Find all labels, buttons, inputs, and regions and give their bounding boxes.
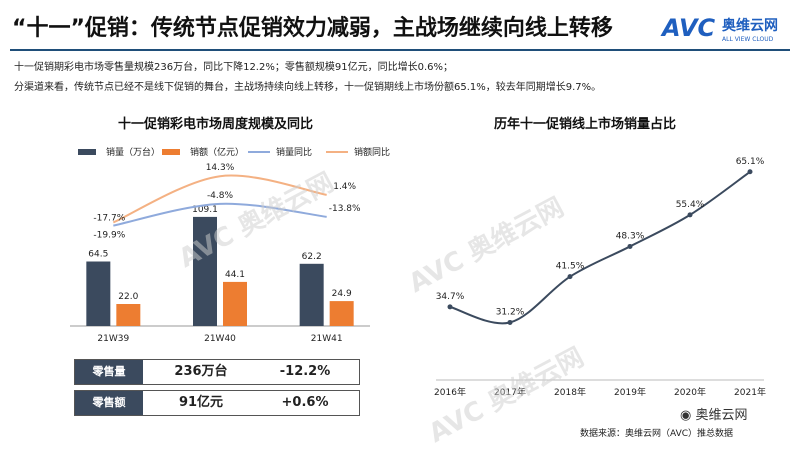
- kpi-value-revenue: 91亿元: [178, 395, 224, 410]
- logo-cn-text: 奥维云网: [722, 17, 778, 34]
- title-rule: [10, 49, 790, 51]
- x-tick-2020年: 2020年: [674, 386, 706, 398]
- line-online-share: [449, 170, 751, 325]
- x-tick-21W39: 21W39: [97, 334, 129, 344]
- kpi-label-revenue: 零售额: [75, 391, 143, 415]
- wechat-icon: ◉: [680, 408, 692, 423]
- line-volume-yoy: [113, 202, 327, 227]
- label-online-share-2021年: 65.1%: [736, 157, 765, 167]
- point-online-share-2020年: [687, 212, 693, 218]
- bar-volume-21W39: [86, 261, 111, 326]
- logo-avc-text: AVC: [660, 14, 716, 42]
- legend-label-revenue-yoy: 销额同比: [354, 148, 391, 158]
- x-tick-21W40: 21W40: [204, 334, 236, 344]
- label-volume-21W41: 62.2: [302, 252, 322, 262]
- right-chart-title: 历年十一促销线上市场销量占比: [494, 117, 677, 132]
- summary-line-1: 十一促销期彩电市场零售量规模236万台，同比下降12.2%；零售额规模91亿元，…: [14, 62, 453, 73]
- point-online-share-2016年: [447, 304, 453, 310]
- label-volume-21W39: 64.5: [88, 250, 108, 260]
- x-tick-2017年: 2017年: [494, 386, 526, 398]
- legend-swatch-volume: [78, 149, 96, 155]
- point-online-share-2017年: [507, 319, 513, 325]
- page-title: “十一”促销：传统节点促销效力减弱，主战场继续向线上转移: [12, 16, 613, 41]
- label-revenue-21W41: 24.9: [332, 289, 352, 299]
- point-online-share-2018年: [567, 274, 573, 280]
- summary-line-2: 分渠道来看，传统节点已经不是线下促销的舞台，主战场持续向线上转移，十一促销期线上…: [14, 82, 602, 93]
- kpi-row-revenue: 零售额 91亿元 +0.6%: [74, 390, 360, 416]
- kpi-change-revenue: +0.6%: [281, 395, 329, 410]
- x-tick-2019年: 2019年: [614, 386, 646, 398]
- data-source: 数据来源：奥维云网（AVC）推总数据: [580, 429, 734, 439]
- legend-label-volume: 销量（万台）: [106, 148, 161, 158]
- legend-label-revenue: 销额（亿元）: [190, 148, 245, 158]
- wechat-account-name: 奥维云网: [695, 408, 748, 423]
- bar-revenue-21W41: [329, 301, 354, 326]
- x-tick-2021年: 2021年: [734, 386, 766, 398]
- weekly-scale-chart: 64.5 22.0 21W39 109.1 44.1 21W40 62.2 24.9 21W41…: [70, 163, 370, 344]
- legend-label-volume-yoy: 销量同比: [276, 148, 313, 158]
- wechat-account: ◉ 奥维云网: [680, 404, 748, 423]
- point-online-share-2021年: [747, 169, 753, 175]
- label-online-share-2019年: 48.3%: [616, 231, 645, 241]
- point-online-share-2019年: [627, 243, 633, 249]
- label-volume-yoy-21W40: -4.8%: [207, 191, 234, 201]
- left-chart-legend: 销量（万台） 销额（亿元） 销量同比 销额同比: [78, 144, 398, 158]
- label-online-share-2016年: 34.7%: [436, 292, 465, 302]
- logo-en-text: ALL VIEW CLOUD: [722, 36, 774, 43]
- label-revenue-21W39: 22.0: [118, 292, 138, 302]
- kpi-value-volume: 236万台: [174, 364, 228, 379]
- label-volume-yoy-21W41: -13.8%: [329, 204, 361, 214]
- label-online-share-2017年: 31.2%: [496, 307, 525, 317]
- label-revenue-yoy-21W39: -17.7%: [93, 213, 125, 223]
- x-tick-2016年: 2016年: [434, 386, 466, 398]
- label-revenue-yoy-21W41: 1.4%: [333, 182, 356, 192]
- label-online-share-2018年: 41.5%: [556, 262, 585, 272]
- legend-swatch-revenue: [162, 149, 180, 155]
- kpi-label-volume: 零售量: [75, 360, 143, 384]
- avc-logo: AVC 奥维云网 ALL VIEW CLOUD: [660, 14, 778, 43]
- online-share-chart: 34.7% 2016年 31.2% 2017年 41.5% 2018年 48.3% 2019年…: [434, 157, 766, 398]
- x-tick-21W41: 21W41: [311, 334, 343, 344]
- x-tick-2018年: 2018年: [554, 386, 586, 398]
- kpi-row-volume: 零售量 236万台 -12.2%: [74, 359, 360, 385]
- label-revenue-yoy-21W40: 14.3%: [206, 163, 235, 173]
- label-revenue-21W40: 44.1: [225, 270, 245, 280]
- label-volume-yoy-21W39: -19.9%: [93, 231, 125, 241]
- label-online-share-2020年: 55.4%: [676, 200, 705, 210]
- bar-revenue-21W40: [223, 281, 247, 326]
- bar-revenue-21W39: [116, 304, 141, 326]
- bar-volume-21W40: [193, 216, 217, 326]
- label-volume-21W40: 109.1: [192, 205, 218, 215]
- kpi-change-volume: -12.2%: [279, 364, 331, 379]
- line-revenue-yoy: [112, 174, 327, 224]
- legend-swatch-revenue-yoy: [326, 151, 348, 153]
- bar-volume-21W41: [299, 263, 324, 326]
- legend-swatch-volume-yoy: [248, 151, 270, 153]
- left-chart-title: 十一促销彩电市场周度规模及同比: [118, 117, 314, 132]
